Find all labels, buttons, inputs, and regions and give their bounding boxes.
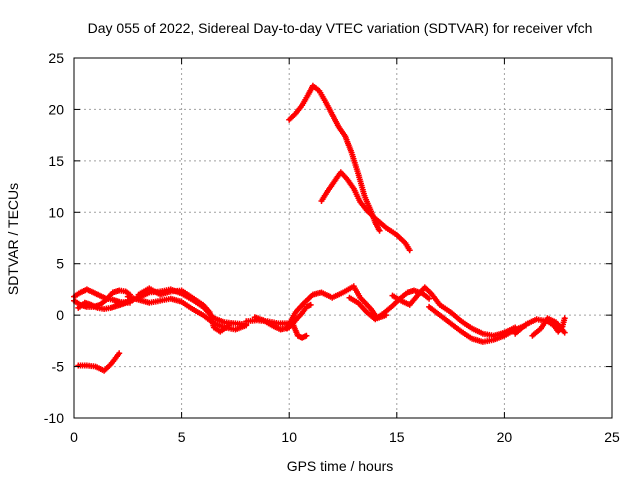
- data-point-markers: [426, 303, 529, 345]
- data-point-markers: [529, 315, 568, 339]
- data-series-track-g: [135, 285, 232, 335]
- data-point-markers: [75, 350, 123, 374]
- y-tick-label: 5: [56, 256, 64, 272]
- y-tick-label: 20: [48, 101, 64, 117]
- data-point-markers: [318, 169, 413, 254]
- data-point-markers: [124, 293, 250, 333]
- x-tick-label: 5: [178, 429, 186, 445]
- y-tick-label: 0: [56, 307, 64, 323]
- grid: [74, 58, 612, 418]
- data-series-track-d: [75, 350, 123, 374]
- data-point-markers: [284, 283, 389, 332]
- data-series-track-i: [251, 301, 314, 333]
- chart-title: Day 055 of 2022, Sidereal Day-to-day VTE…: [88, 20, 593, 36]
- data-point-markers: [389, 284, 519, 339]
- y-tick-label: -5: [52, 359, 65, 375]
- data-series-track-l: [389, 284, 519, 339]
- data-point-markers: [135, 285, 232, 335]
- x-tick-label: 20: [497, 429, 513, 445]
- data-point-markers: [251, 301, 314, 333]
- series-trace: [427, 305, 528, 344]
- x-tick-label: 15: [389, 429, 405, 445]
- data-series-track-o: [529, 315, 568, 339]
- y-tick-label: 25: [48, 50, 64, 66]
- data-series-track-m: [426, 303, 529, 345]
- axis-ticks: 0 5 10 15 20 25 -10 -5 0 5 10 15 20 25: [44, 50, 620, 445]
- y-tick-label: 10: [48, 204, 64, 220]
- plot-data: [71, 82, 568, 374]
- data-series-track-q: [318, 169, 413, 254]
- data-series-track-j: [284, 283, 389, 332]
- x-tick-label: 25: [604, 429, 620, 445]
- x-axis-label: GPS time / hours: [287, 458, 394, 474]
- y-axis-label: SDTVAR / TECUs: [5, 183, 21, 295]
- plot-frame: [73, 57, 613, 419]
- y-tick-label: -10: [44, 410, 64, 426]
- x-tick-label: 10: [281, 429, 297, 445]
- x-tick-label: 0: [70, 429, 78, 445]
- y-tick-label: 15: [48, 153, 64, 169]
